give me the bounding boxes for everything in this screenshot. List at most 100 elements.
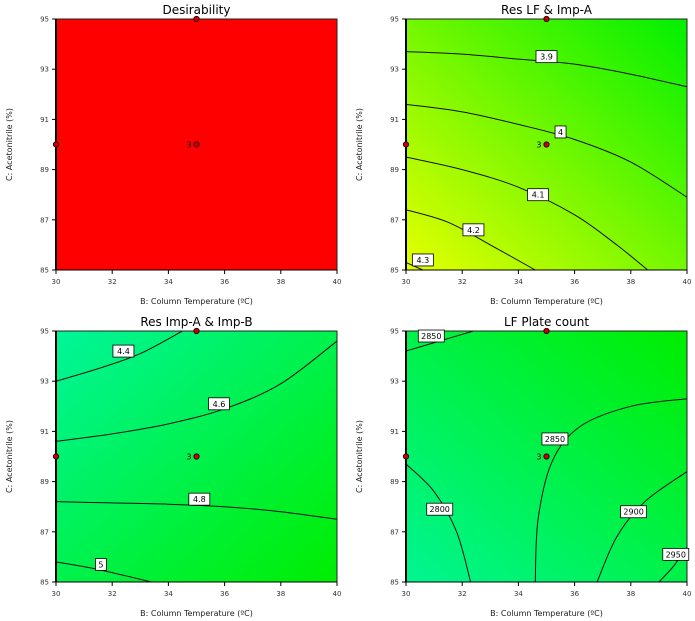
design-point <box>193 15 200 23</box>
x-axis-label: B: Column Temperature (ºC) <box>140 297 253 306</box>
contour-label-box <box>620 505 648 519</box>
contour-label-box <box>527 188 549 202</box>
y-tick-label: 85 <box>40 267 49 275</box>
y-tick-label: 95 <box>390 16 399 24</box>
x-tick-label: 30 <box>52 278 61 286</box>
x-tick-label: 40 <box>333 278 342 286</box>
contour-label: 4.6 <box>213 400 226 409</box>
design-point <box>52 141 60 148</box>
contour-label: 4.2 <box>467 226 480 235</box>
chart-title: Res LF & Imp-A <box>501 3 593 17</box>
design-point-count: 3 <box>186 141 191 150</box>
design-point-count: 3 <box>186 453 191 462</box>
y-tick-label: 85 <box>390 579 399 587</box>
y-tick-label: 91 <box>40 428 49 436</box>
contour-label: 2800 <box>430 505 450 514</box>
x-tick-label: 32 <box>108 278 117 286</box>
x-tick-label: 40 <box>333 590 342 598</box>
contour-label: 2850 <box>421 332 441 341</box>
y-tick-label: 89 <box>40 166 49 174</box>
contour-line <box>55 340 338 442</box>
x-axis-label: B: Column Temperature (ºC) <box>140 609 253 618</box>
design-point <box>193 453 200 460</box>
contour-label-box <box>535 50 558 64</box>
design-point <box>543 453 550 460</box>
y-axis-label: C: Acetonitrile (%) <box>355 108 364 181</box>
contour-panel-3: 4.4 4.6 4.8 5 3 30 32 34 36 38 40 85 87 89 91 93 95 Res I… <box>5 315 341 618</box>
y-tick-label: 89 <box>40 478 49 486</box>
y-tick-label: 87 <box>390 528 399 536</box>
x-tick-label: 32 <box>458 590 467 598</box>
y-tick-label: 85 <box>390 267 399 275</box>
contour-label-box <box>662 547 690 561</box>
contour-label: 4.4 <box>117 347 130 356</box>
x-tick-label: 36 <box>570 278 579 286</box>
x-tick-label: 34 <box>514 590 523 598</box>
contour-label-box <box>462 223 485 237</box>
x-tick-label: 32 <box>458 278 467 286</box>
x-tick-label: 38 <box>626 278 635 286</box>
x-tick-label: 30 <box>52 590 61 598</box>
y-tick-label: 93 <box>40 378 49 386</box>
contour-label: 2850 <box>545 435 565 444</box>
y-tick-label: 89 <box>390 166 399 174</box>
y-tick-label: 95 <box>40 16 49 24</box>
contour-label: 5 <box>98 560 103 569</box>
design-point <box>543 141 550 148</box>
y-axis-label: C: Acetonitrile (%) <box>355 420 364 493</box>
design-point <box>402 453 410 460</box>
y-tick-label: 93 <box>390 378 399 386</box>
design-point <box>402 141 410 148</box>
chart-title: Res Imp-A & Imp-B <box>140 315 252 329</box>
x-tick-label: 34 <box>164 278 173 286</box>
y-tick-label: 87 <box>390 216 399 224</box>
y-tick-label: 93 <box>390 66 399 74</box>
x-tick-label: 34 <box>164 590 173 598</box>
x-tick-label: 36 <box>220 278 229 286</box>
x-axis-label: B: Column Temperature (ºC) <box>490 609 603 618</box>
contour-line <box>596 471 688 583</box>
contour-panel-4: 2850 2850 2800 2900 2950 3 30 32 34 36 38 40 85 87 89 9… <box>355 315 691 618</box>
y-tick-label: 91 <box>390 428 399 436</box>
x-tick-label: 40 <box>683 590 692 598</box>
contour-label-box <box>541 432 569 446</box>
contour-panel-2: 3.9 4 4.1 4.2 4.3 3 30 32 34 36 38 40 85 87 89 91 93 95 Re… <box>355 3 691 306</box>
x-tick-label: 30 <box>402 590 411 598</box>
x-tick-label: 36 <box>570 590 579 598</box>
contour-panel-1: 3 30 32 34 36 38 40 85 87 89 91 93 95 Desirability B: … <box>5 3 341 306</box>
y-tick-label: 87 <box>40 216 49 224</box>
x-tick-label: 30 <box>402 278 411 286</box>
chart-title: Desirability <box>163 3 231 17</box>
chart-title: LF Plate count <box>504 315 589 329</box>
x-tick-label: 38 <box>276 590 285 598</box>
contour-label: 4.1 <box>532 191 545 200</box>
y-axis-label: C: Acetonitrile (%) <box>5 108 14 181</box>
contour-label: 2950 <box>666 550 686 559</box>
design-point-count: 3 <box>536 453 541 462</box>
y-tick-label: 85 <box>40 579 49 587</box>
x-tick-label: 40 <box>683 278 692 286</box>
y-tick-label: 87 <box>40 528 49 536</box>
y-tick-label: 93 <box>40 66 49 74</box>
x-tick-label: 36 <box>220 590 229 598</box>
contour-label-box <box>426 502 454 516</box>
contour-label-box <box>112 344 135 358</box>
design-point-count: 3 <box>536 141 541 150</box>
x-tick-label: 32 <box>108 590 117 598</box>
y-tick-label: 91 <box>390 116 399 124</box>
contour-label-box <box>554 125 567 139</box>
x-tick-label: 38 <box>626 590 635 598</box>
y-tick-label: 95 <box>390 328 399 336</box>
contour-label: 4 <box>558 128 563 137</box>
contour-line <box>55 330 183 382</box>
x-tick-label: 34 <box>514 278 523 286</box>
contour-line <box>405 103 688 198</box>
contour-label: 3.9 <box>540 53 553 62</box>
design-point <box>543 327 550 335</box>
x-tick-label: 38 <box>276 278 285 286</box>
design-point <box>52 453 60 460</box>
y-axis-label: C: Acetonitrile (%) <box>5 420 14 493</box>
design-point <box>193 141 200 148</box>
contour-label: 4.8 <box>193 495 206 504</box>
design-point <box>543 15 550 23</box>
